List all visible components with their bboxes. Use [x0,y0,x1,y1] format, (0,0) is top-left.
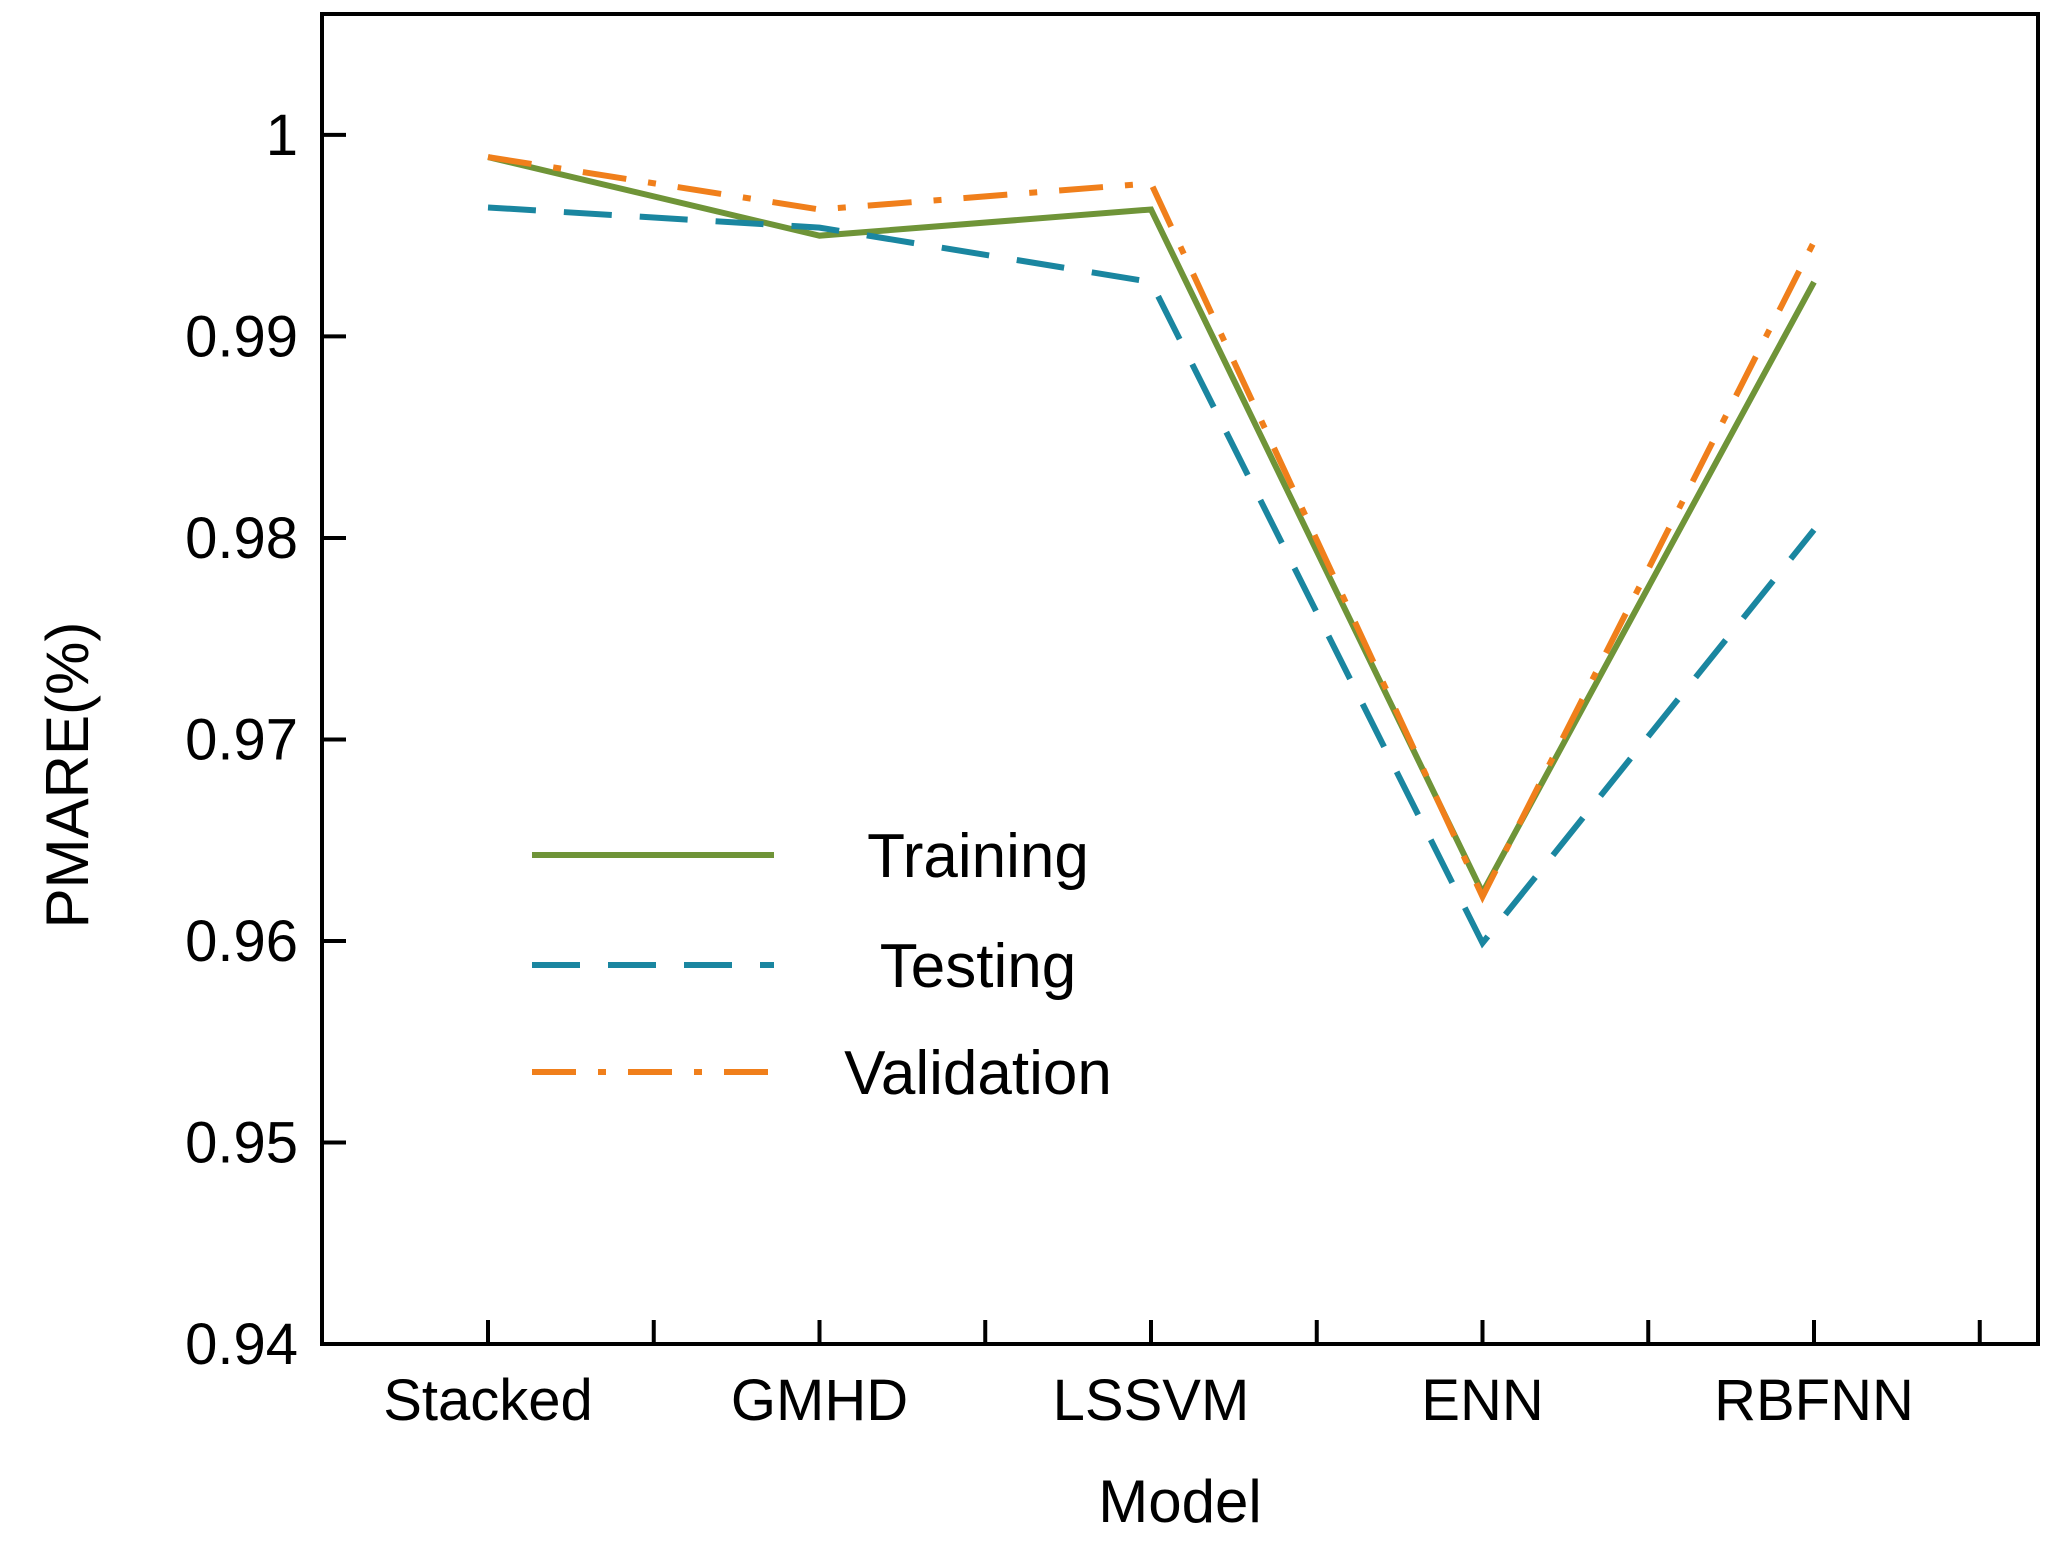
y-tick-label: 0.96 [185,909,298,974]
x-axis-title: Model [1098,1468,1261,1535]
y-tick-label: 0.95 [185,1110,298,1175]
y-axis-title: PMARE(%) [34,622,101,929]
y-tick-label: 0.98 [185,506,298,571]
series-lines [487,154,1817,949]
y-tick-label: 0.97 [185,707,298,772]
series-line-validation [487,154,1817,904]
plot-frame [320,12,2040,1346]
x-tick-label: LSSVM [1053,1368,1250,1433]
series-line-testing [487,204,1817,949]
legend: Training Testing Validation [532,822,1112,1108]
x-tick-label: GMHD [731,1368,908,1433]
x-tick-label: RBFNN [1714,1368,1914,1433]
x-axis: Stacked GMHD LSSVM ENN RBFNN [383,1320,1982,1433]
y-tick-label: 1 [266,103,298,168]
x-tick-label: ENN [1421,1368,1543,1433]
y-axis: 0.94 0.95 0.96 0.97 0.98 0.99 1 [185,103,346,1377]
y-tick-label: 0.99 [185,304,298,369]
legend-label-testing: Testing [880,932,1076,1001]
x-tick-label: Stacked [383,1368,593,1433]
legend-label-validation: Validation [844,1039,1112,1108]
y-tick-label: 0.94 [185,1312,298,1377]
legend-label-training: Training [867,822,1089,891]
series-line-training [487,154,1817,900]
